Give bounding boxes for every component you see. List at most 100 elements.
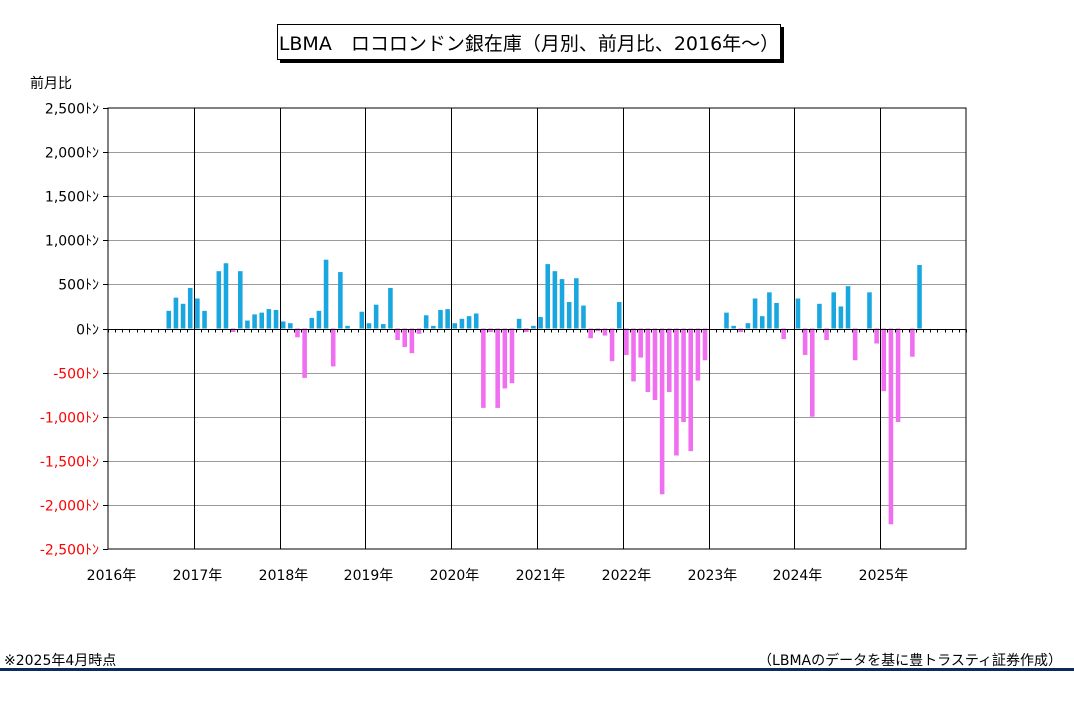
x-tick-label: 2016年 (87, 568, 137, 584)
bar (702, 328, 708, 361)
bar (452, 323, 458, 329)
bar (831, 292, 837, 329)
bar (359, 311, 365, 329)
y-axis-label: 前月比 (30, 76, 72, 92)
bar (495, 328, 500, 408)
bar (574, 278, 579, 329)
chart-area: 2,500ﾄﾝ 2,000ﾄﾝ 1,500ﾄﾝ 1,000ﾄﾝ 500ﾄﾝ 0ﾄﾝ -500… (40, 102, 967, 584)
bar (473, 313, 479, 329)
x-tick-label: 2017年 (173, 568, 223, 584)
bar (466, 316, 472, 329)
bar (516, 318, 522, 329)
bar (688, 328, 694, 452)
bar (802, 328, 808, 355)
bar (559, 279, 565, 329)
bar (538, 317, 543, 329)
bar (288, 323, 293, 329)
bar (888, 328, 894, 525)
bar (373, 304, 379, 329)
bar (180, 303, 186, 329)
x-tick-label: 2025年 (859, 568, 909, 584)
bar (523, 328, 529, 333)
bar (280, 321, 286, 329)
bar (731, 325, 736, 329)
bar (459, 318, 465, 329)
bar (795, 298, 801, 329)
bar (631, 328, 636, 382)
bar (767, 292, 772, 329)
bar (581, 305, 586, 329)
y-tick-label: 2,500ﾄﾝ (45, 102, 99, 118)
y-tick-label: -1,500ﾄﾝ (40, 455, 99, 471)
bar (187, 287, 193, 329)
bar (502, 328, 508, 389)
bar (881, 328, 887, 392)
bar (645, 328, 651, 393)
bar (738, 328, 744, 333)
bar (273, 309, 279, 329)
y-tick-label: -2,500ﾄﾝ (40, 543, 99, 559)
bar (845, 286, 851, 329)
bar (366, 323, 372, 329)
bar (488, 328, 493, 333)
bar (817, 303, 822, 329)
bar (202, 310, 207, 329)
bar (910, 328, 915, 357)
y-tick-label: -2,000ﾄﾝ (40, 499, 99, 515)
bar (809, 328, 815, 417)
bar (395, 328, 400, 340)
bar (552, 271, 558, 329)
bar (216, 271, 222, 329)
bar (659, 328, 665, 495)
bar (624, 328, 629, 355)
bar (195, 298, 200, 329)
bar (388, 287, 393, 329)
bar (338, 272, 343, 329)
bars (166, 259, 922, 525)
bar (867, 292, 872, 329)
bar (602, 328, 608, 336)
bar (330, 328, 336, 367)
x-tick-label: 2019年 (344, 568, 394, 584)
bar (309, 317, 315, 329)
bar (166, 310, 172, 329)
bar (917, 264, 922, 329)
bar (252, 314, 257, 329)
bar (223, 263, 229, 329)
bar (531, 325, 536, 329)
bar (638, 328, 643, 358)
bar (852, 328, 858, 361)
bar (588, 328, 593, 339)
bar (302, 328, 307, 378)
bar (431, 325, 436, 329)
bar (266, 309, 272, 329)
y-tick-label: -500ﾄﾝ (53, 367, 99, 383)
grid (108, 108, 966, 549)
bar (674, 328, 679, 456)
bar (652, 328, 658, 400)
bar (666, 328, 672, 393)
x-tick-label: 2020年 (430, 568, 480, 584)
bar (245, 320, 250, 329)
bar (616, 302, 622, 329)
y-tick-label: -1,000ﾄﾝ (40, 411, 99, 427)
bottom-rule (0, 668, 1074, 671)
bar (895, 328, 901, 422)
bar (230, 328, 236, 333)
axes (103, 107, 967, 550)
plot-frame (107, 107, 967, 550)
bar (380, 324, 386, 329)
bar (423, 315, 429, 329)
bar (173, 297, 179, 329)
x-tick-label: 2023年 (688, 568, 738, 584)
x-tick-label: 2018年 (259, 568, 309, 584)
footnote-date: ※2025年4月時点 (4, 653, 117, 669)
bar (609, 328, 615, 362)
bar (824, 328, 829, 340)
bar (781, 328, 786, 340)
x-tick-label: 2022年 (602, 568, 652, 584)
x-tick-label: 2024年 (773, 568, 823, 584)
bar (681, 328, 686, 422)
bar (481, 328, 486, 408)
bar (545, 264, 551, 329)
